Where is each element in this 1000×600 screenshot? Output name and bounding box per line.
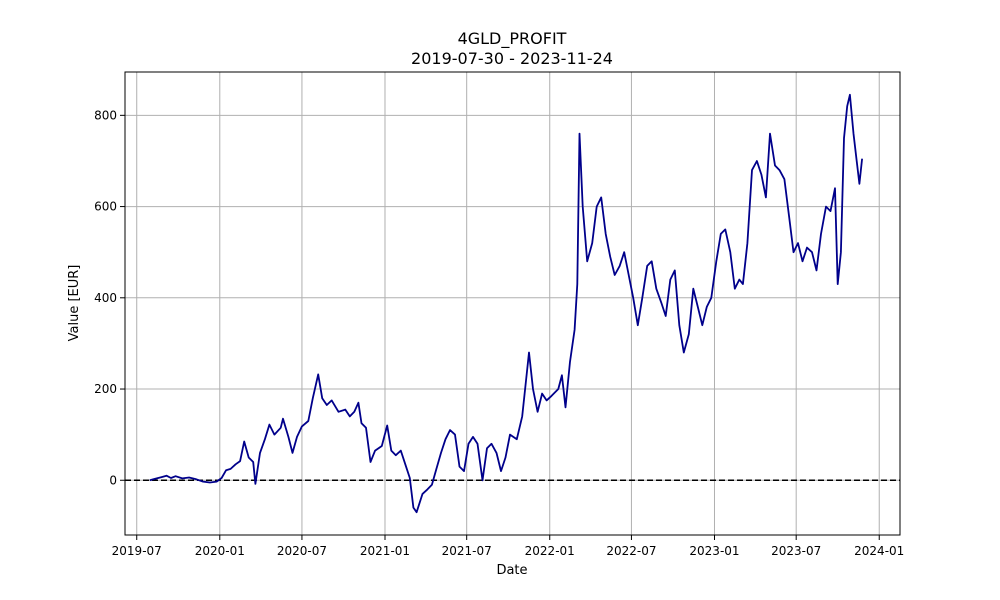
x-tick-label: 2021-07 [442, 544, 492, 558]
x-tick-label: 2021-01 [360, 544, 410, 558]
x-tick-label: 2022-07 [606, 544, 656, 558]
y-tick-label: 0 [109, 473, 117, 487]
y-tick-label: 600 [94, 200, 117, 214]
x-tick-label: 2019-07 [112, 544, 162, 558]
grid-lines [125, 72, 900, 535]
series-line [149, 93, 863, 514]
x-tick-label: 2023-01 [689, 544, 739, 558]
chart-subtitle: 2019-07-30 - 2023-11-24 [411, 49, 613, 68]
x-axis-ticks: 2019-07 2020-01 2020-07 2021-01 2021-07 2022-… [112, 535, 904, 558]
x-tick-label: 2020-07 [277, 544, 327, 558]
x-tick-label: 2022-01 [525, 544, 575, 558]
y-tick-label: 800 [94, 108, 117, 122]
series-layer [149, 93, 863, 514]
y-axis-label: Value [EUR] [67, 265, 82, 342]
x-tick-label: 2023-07 [771, 544, 821, 558]
x-axis-label: Date [496, 563, 527, 578]
x-tick-label: 2024-01 [854, 544, 904, 558]
x-tick-label: 2020-01 [195, 544, 245, 558]
y-tick-label: 200 [94, 382, 117, 396]
y-tick-label: 400 [94, 291, 117, 305]
chart-title: 4GLD_PROFIT [458, 29, 567, 49]
plot-frame [124, 71, 901, 536]
y-axis-ticks: 0 200 400 600 800 [94, 108, 125, 487]
